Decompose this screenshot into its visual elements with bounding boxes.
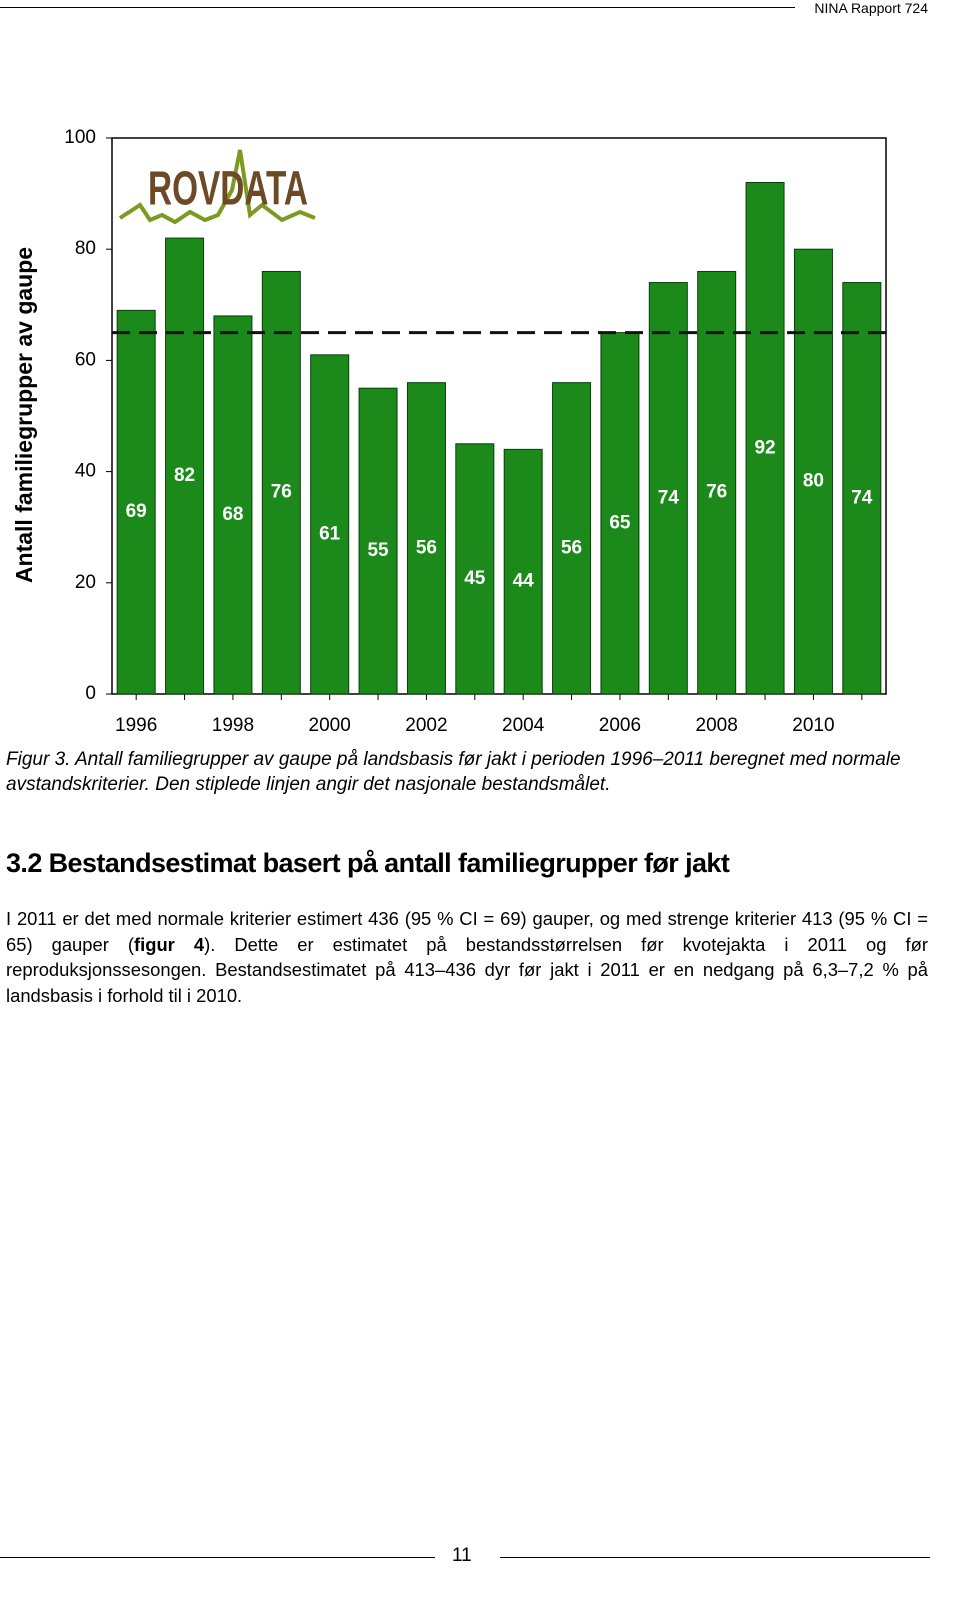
data-label: 65: [609, 512, 631, 533]
logo: ROVDATA: [118, 149, 316, 225]
page-number: 11: [452, 1545, 472, 1566]
bar: [793, 248, 833, 695]
data-label: 76: [706, 482, 727, 503]
bar: [261, 270, 301, 695]
body-part: ). Dette er estimatet på bestandsstørrel…: [6, 933, 928, 1007]
bar: [165, 237, 205, 695]
data-label: 69: [126, 501, 147, 522]
logo-text: ROVDATA: [148, 163, 308, 216]
footer-rule: [500, 1557, 930, 1558]
section-heading: 3.2 Bestandsestimat basert på antall fam…: [6, 848, 730, 878]
data-label: 68: [222, 504, 243, 525]
data-label: 80: [803, 471, 824, 492]
bar: [600, 332, 640, 695]
header-text: NINA Rapport 724: [814, 0, 928, 16]
data-label: 82: [174, 465, 195, 486]
data-label: 92: [754, 437, 775, 458]
body-text: I 2011 er det med normale kriterier esti…: [6, 906, 928, 1009]
bar: [552, 382, 592, 695]
data-label: 74: [658, 487, 680, 508]
data-label: 44: [513, 571, 535, 592]
x-tick-label: 2004: [502, 715, 545, 736]
data-label: 56: [416, 537, 437, 558]
bar: [842, 282, 882, 695]
y-tick-label: 20: [75, 572, 96, 593]
bar: [310, 354, 350, 695]
logo-line: [118, 149, 316, 225]
x-tick-label: 2002: [405, 715, 447, 736]
y-tick-label: 80: [75, 238, 96, 259]
chart: Antall familiegrupper av gaupe ROVDATA 0…: [11, 127, 887, 736]
data-label: 61: [319, 523, 341, 544]
bar: [697, 270, 737, 695]
bar: [116, 309, 156, 695]
bar: [358, 387, 398, 695]
x-tick-label: 2008: [696, 715, 738, 736]
caption-text: . Antall familiegrupper av gaupe på land…: [6, 749, 901, 795]
body-ref: figur 4: [133, 933, 205, 955]
plot-frame: [111, 137, 887, 695]
data-label: 45: [464, 568, 486, 589]
bar: [745, 181, 785, 695]
data-label: 76: [271, 482, 292, 503]
y-tick-label: 100: [64, 127, 96, 148]
y-tick-label: 60: [75, 349, 96, 370]
x-tick-label: 2006: [599, 715, 641, 736]
x-tick-label: 2010: [792, 715, 834, 736]
caption-label: Figur 3: [6, 749, 66, 770]
y-tick-label: 0: [85, 683, 96, 704]
bar: [455, 443, 495, 695]
footer-rule: [0, 1557, 435, 1558]
data-label: 74: [851, 487, 873, 508]
y-tick-label: 40: [75, 461, 96, 482]
bar: [503, 448, 543, 695]
x-tick-label: 1996: [115, 715, 157, 736]
y-axis-label: Antall familiegrupper av gaupe: [11, 247, 37, 583]
caption: Figur 3. Antall familiegrupper av gaupe …: [6, 747, 931, 797]
x-tick-label: 1998: [212, 715, 254, 736]
data-label: 55: [367, 540, 389, 561]
header-rule: [0, 7, 795, 8]
bar: [406, 382, 446, 695]
x-tick-label: 2000: [309, 715, 351, 736]
bar: [213, 315, 253, 695]
bar: [648, 282, 688, 695]
body-part: I 2011 er det med normale kriterier esti…: [6, 908, 928, 955]
data-label: 56: [561, 537, 582, 558]
